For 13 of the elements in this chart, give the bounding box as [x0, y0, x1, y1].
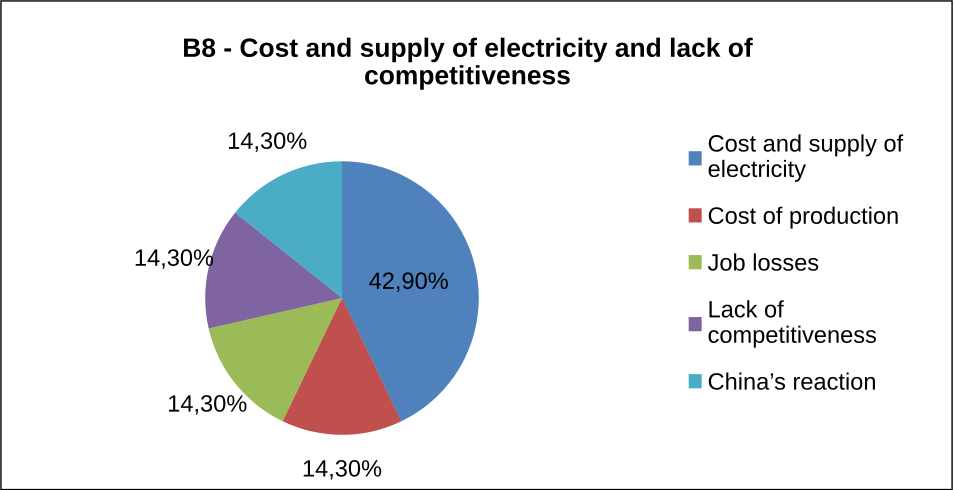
legend-label: China’s reaction	[708, 372, 875, 390]
legend-label: Cost of production	[708, 206, 898, 229]
pie-slice	[342, 161, 479, 422]
data-label: 14,30%	[304, 460, 382, 480]
data-label: 42,90%	[369, 272, 448, 292]
legend-label: Cost and supply of electricity	[708, 134, 904, 182]
chart-title: B8 - Cost and supply of electricity and lack of competitiveness	[184, 38, 753, 90]
pie-slice	[235, 161, 342, 298]
pie-slice	[282, 298, 402, 435]
legend-label: Job losses	[708, 253, 818, 271]
data-label: 14,30%	[228, 132, 306, 152]
data-label: 14,30%	[169, 395, 246, 415]
legend-label: Lack of competitiveness	[708, 300, 876, 348]
